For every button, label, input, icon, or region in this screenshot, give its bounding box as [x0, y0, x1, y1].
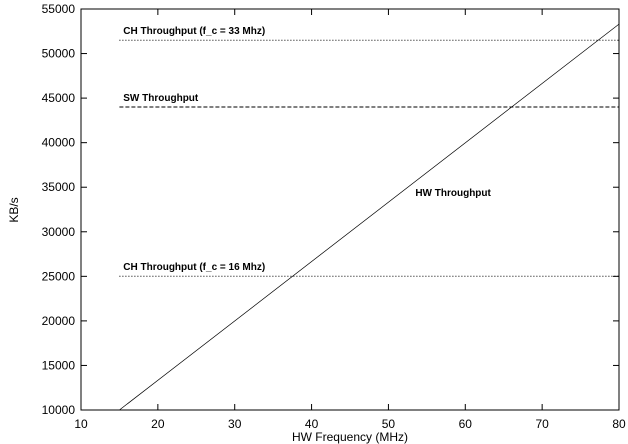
y-tick-label: 15000: [42, 358, 76, 372]
annotation-0: CH Throughput (f_c = 33 Mhz): [123, 26, 265, 37]
y-tick-label: 50000: [42, 47, 76, 61]
x-tick-label: 80: [612, 417, 626, 431]
x-tick-label: 20: [151, 417, 165, 431]
x-tick-label: 10: [74, 417, 88, 431]
annotation-2: CH Throughput (f_c = 16 Mhz): [123, 262, 265, 273]
x-axis-label: HW Frequency (MHz): [292, 430, 408, 444]
y-tick-label: 40000: [42, 136, 76, 150]
x-tick-label: 30: [228, 417, 242, 431]
annotations: CH Throughput (f_c = 33 Mhz) SW Throughpu…: [123, 26, 491, 273]
y-tick-label: 20000: [42, 314, 76, 328]
y-tick-label: 10000: [42, 403, 76, 417]
tick-marks: [80, 8, 620, 411]
series-lines: [119, 23, 620, 411]
annotation-3: HW Throughput: [415, 188, 491, 199]
y-tick-label: 30000: [42, 225, 76, 239]
y-tick-label: 25000: [42, 269, 76, 283]
y-tick-label: 55000: [42, 2, 76, 16]
x-tick-label: 60: [459, 417, 473, 431]
x-tick-label: 50: [382, 417, 396, 431]
series-line-3: [119, 23, 620, 411]
plot-frame: [80, 8, 620, 411]
y-tick-labels: 10000 15000 20000 25000 30000 35000 40000 45000…: [42, 2, 76, 417]
annotation-1: SW Throughput: [123, 93, 199, 104]
y-axis-label: KB/s: [7, 197, 21, 222]
x-tick-label: 40: [305, 417, 319, 431]
x-tick-label: 70: [535, 417, 549, 431]
x-tick-labels: 10 20 30 40 50 60 70 80: [74, 417, 626, 431]
y-tick-label: 35000: [42, 180, 76, 194]
y-tick-label: 45000: [42, 91, 76, 105]
